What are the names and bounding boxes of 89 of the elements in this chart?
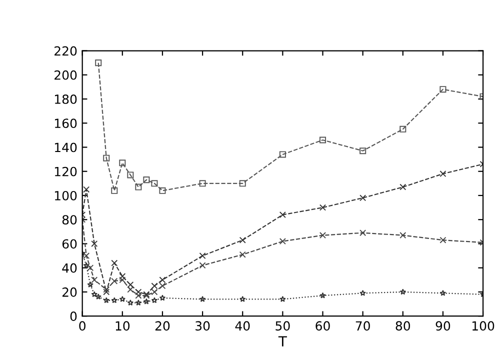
y-tick-label: 220: [54, 46, 77, 56]
point: [127, 300, 134, 306]
point: [440, 290, 446, 296]
x-tick-label: 80: [396, 321, 410, 331]
x-tick-label: 50: [276, 321, 290, 331]
point: [319, 204, 326, 211]
point: [91, 291, 98, 298]
point: [279, 212, 286, 218]
x-tick-label: 0: [79, 321, 86, 331]
point: [360, 230, 366, 236]
point: [143, 176, 150, 184]
x-tick-label: 90: [436, 321, 450, 331]
point: [440, 86, 446, 93]
point: [279, 238, 286, 245]
y-tick-label: 140: [54, 142, 77, 152]
point: [103, 288, 110, 296]
point: [280, 296, 286, 302]
point: [239, 251, 246, 258]
x-tick-label: 70: [356, 321, 370, 331]
point: [239, 296, 246, 302]
point: [400, 184, 406, 190]
y-tick-label: 20: [62, 287, 77, 297]
point: [91, 276, 98, 284]
point: [119, 296, 126, 302]
point: [87, 281, 94, 288]
point: [199, 180, 206, 187]
point: [95, 294, 102, 300]
point: [111, 187, 118, 194]
point: [319, 232, 326, 239]
point: [83, 252, 90, 260]
y-tick-label: 100: [54, 190, 77, 200]
y-tick-label: 180: [54, 94, 77, 104]
point: [440, 236, 446, 244]
y-tick-label: 120: [54, 166, 77, 176]
point: [440, 170, 446, 178]
point: [320, 292, 326, 298]
y-tick-label: 40: [62, 263, 77, 273]
x-axis-title: T: [278, 336, 287, 346]
point: [360, 290, 366, 296]
point: [87, 264, 94, 272]
point: [83, 262, 90, 268]
point: [319, 136, 326, 144]
point: [159, 282, 166, 290]
point: [199, 262, 206, 269]
y-tick-label: 200: [54, 70, 77, 80]
x-tick-label: 10: [116, 321, 130, 331]
y-tick-label: 80: [62, 215, 77, 225]
point: [83, 186, 90, 193]
point: [135, 184, 142, 190]
point: [127, 281, 134, 288]
y-tick-label: 60: [62, 239, 77, 249]
point: [400, 232, 406, 239]
point: [135, 300, 142, 306]
point: [239, 180, 246, 187]
point: [239, 236, 246, 244]
point: [91, 240, 98, 247]
point: [119, 273, 126, 280]
point: [151, 288, 158, 296]
point: [135, 288, 142, 296]
x-tick-label: 40: [235, 321, 250, 331]
point: [103, 154, 110, 162]
point: [159, 294, 166, 301]
point: [127, 286, 134, 293]
y-tick-label: 160: [54, 118, 77, 128]
point: [151, 297, 158, 304]
point: [279, 151, 286, 158]
point: [127, 172, 134, 178]
point: [119, 160, 126, 166]
x-tick-label: 100: [472, 321, 494, 331]
point: [103, 297, 110, 304]
point: [143, 298, 150, 304]
point: [151, 282, 158, 290]
x-tick-label: 30: [196, 321, 210, 331]
point: [360, 194, 366, 202]
point: [111, 297, 118, 304]
point: [360, 148, 366, 154]
point: [95, 60, 102, 66]
x-tick-label: 20: [155, 321, 170, 331]
point: [111, 260, 118, 266]
y-tick-label: 0: [70, 312, 77, 322]
x-tick-label: 60: [316, 321, 330, 331]
point: [103, 286, 110, 293]
point: [151, 180, 158, 187]
point: [159, 276, 166, 284]
point: [199, 296, 206, 302]
point: [159, 187, 166, 194]
point: [199, 252, 206, 260]
point: [400, 126, 406, 132]
point: [400, 288, 406, 295]
